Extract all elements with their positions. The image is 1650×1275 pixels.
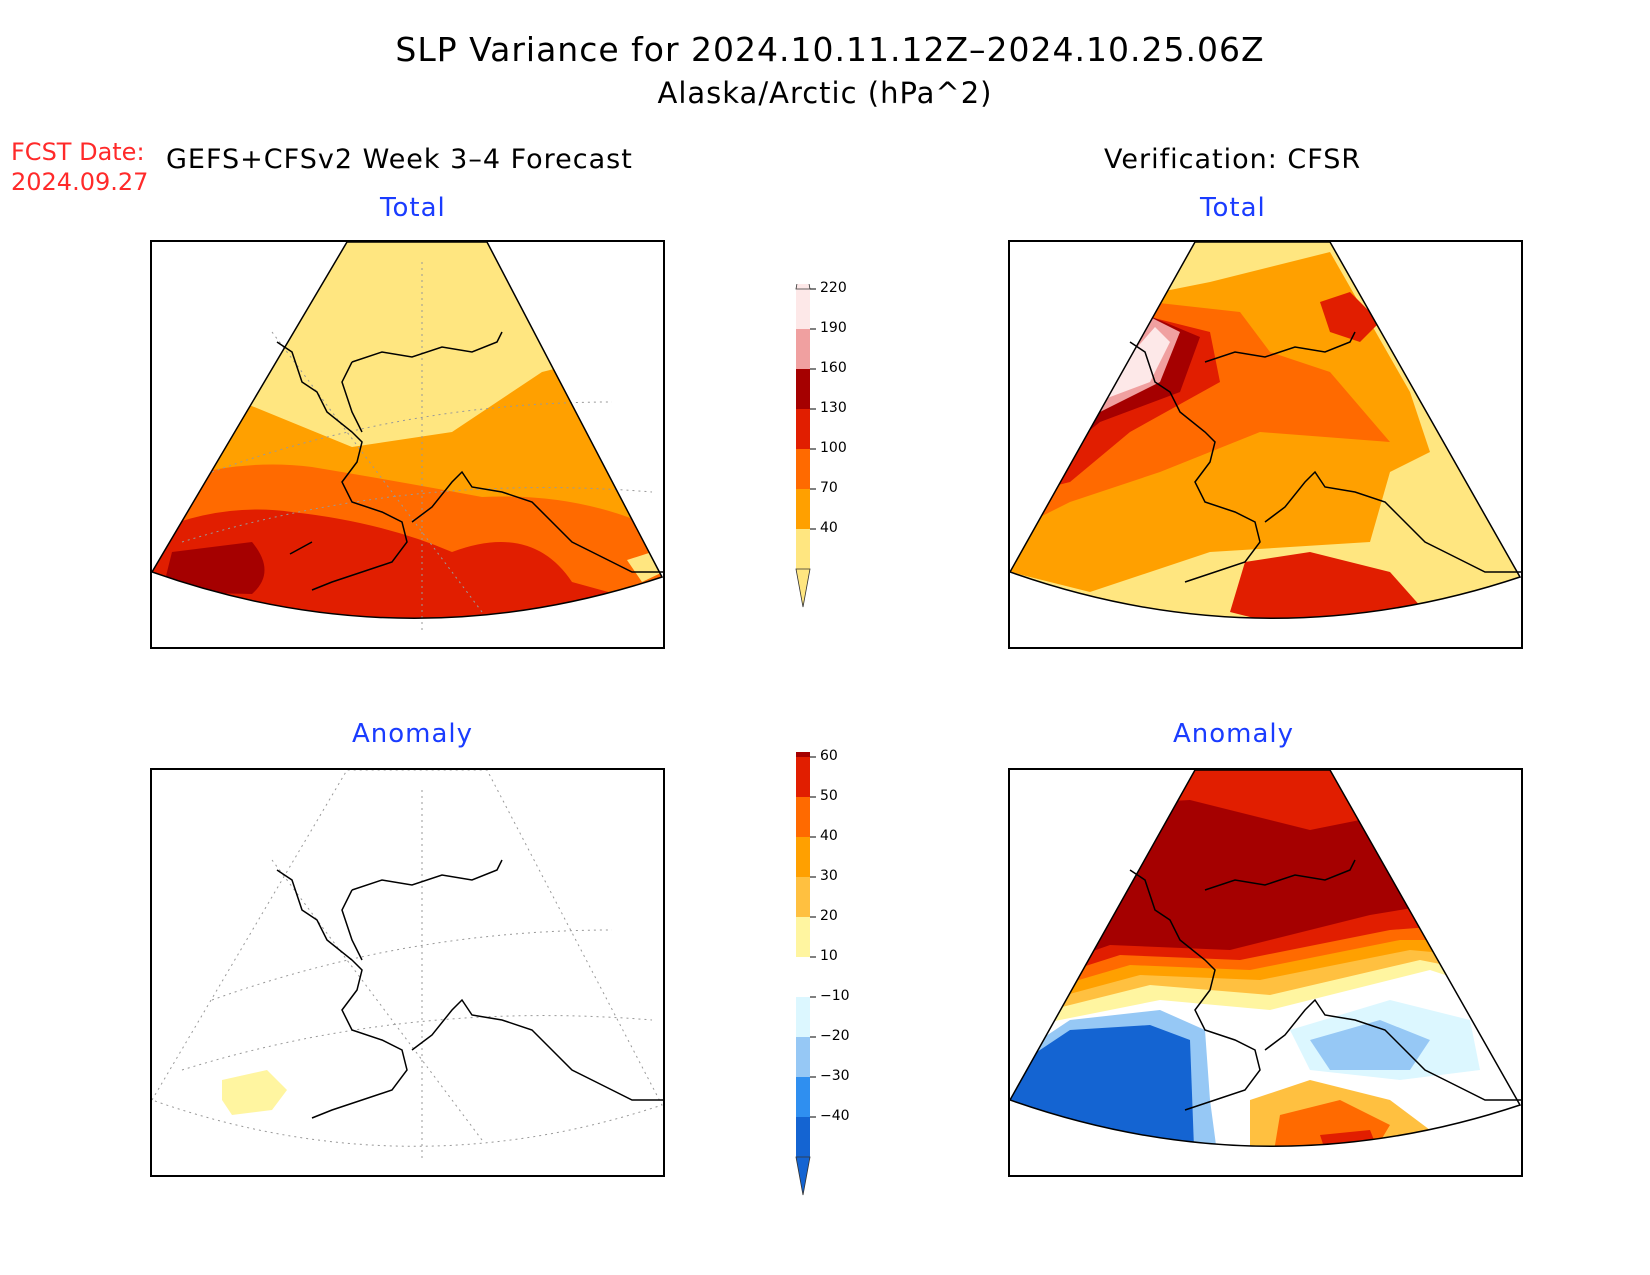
anomaly-colorbar-swatch bbox=[796, 752, 810, 757]
total-colorbar-bottom-arrow bbox=[795, 568, 811, 608]
forecast-total-map bbox=[150, 240, 665, 649]
anomaly-colorbar-label: 40 bbox=[820, 828, 838, 844]
total-colorbar-label: 190 bbox=[820, 320, 847, 336]
verification-anomaly-map bbox=[1008, 768, 1523, 1177]
total-colorbar-swatch bbox=[796, 489, 810, 529]
anomaly-colorbar-swatch bbox=[796, 877, 810, 917]
verification-total-title: Total bbox=[1200, 193, 1266, 223]
anomaly-colorbar-label: 10 bbox=[820, 948, 838, 964]
anomaly-colorbar-swatch bbox=[796, 1077, 810, 1117]
anomaly-colorbar-swatch bbox=[796, 757, 810, 797]
total-colorbar-swatch bbox=[796, 409, 810, 449]
total-colorbar-label: 100 bbox=[820, 440, 847, 456]
total-colorbar-label: 130 bbox=[820, 400, 847, 416]
anomaly-colorbar-swatch bbox=[796, 957, 810, 997]
anomaly-colorbar-label: 50 bbox=[820, 788, 838, 804]
anomaly-colorbar-swatch bbox=[796, 797, 810, 837]
forecast-total-title: Total bbox=[380, 193, 446, 223]
anomaly-colorbar: −40 −30 −20 −10 10 20 30 40 50 60 bbox=[790, 748, 870, 1197]
forecast-heading: GEFS+CFSv2 Week 3–4 Forecast bbox=[166, 144, 633, 175]
anomaly-colorbar-label: 30 bbox=[820, 868, 838, 884]
verification-total-map bbox=[1008, 240, 1523, 649]
total-colorbar-swatch bbox=[796, 289, 810, 329]
anomaly-colorbar-swatch bbox=[796, 917, 810, 957]
anomaly-colorbar-swatch bbox=[796, 997, 810, 1037]
anomaly-colorbar-label: −10 bbox=[820, 988, 850, 1004]
total-colorbar-swatch bbox=[796, 369, 810, 409]
total-colorbar-swatch bbox=[796, 529, 810, 569]
figure-title: SLP Variance for 2024.10.11.12Z–2024.10.… bbox=[395, 30, 1265, 69]
verification-heading: Verification: CFSR bbox=[1104, 144, 1362, 175]
anomaly-colorbar-swatch bbox=[796, 1037, 810, 1077]
forecast-anomaly-map bbox=[150, 768, 665, 1177]
anomaly-colorbar-label: −20 bbox=[820, 1028, 850, 1044]
forecast-date-value: 2024.09.27 bbox=[11, 168, 149, 196]
anomaly-colorbar-bottom-arrow bbox=[795, 1156, 811, 1196]
anomaly-colorbar-label: 20 bbox=[820, 908, 838, 924]
anomaly-colorbar-swatch bbox=[796, 837, 810, 877]
total-colorbar-swatch bbox=[796, 449, 810, 489]
verification-anomaly-title: Anomaly bbox=[1173, 719, 1295, 749]
anomaly-colorbar-label: −30 bbox=[820, 1068, 850, 1084]
anomaly-colorbar-label: 60 bbox=[820, 748, 838, 764]
forecast-anomaly-title: Anomaly bbox=[352, 719, 474, 749]
anomaly-colorbar-label: −40 bbox=[820, 1108, 850, 1124]
forecast-date-label: FCST Date: bbox=[11, 138, 145, 166]
figure-subtitle: Alaska/Arctic (hPa^2) bbox=[657, 76, 993, 110]
total-colorbar-label: 220 bbox=[820, 280, 847, 296]
total-colorbar-label: 160 bbox=[820, 360, 847, 376]
anomaly-colorbar-swatch bbox=[796, 1117, 810, 1157]
total-colorbar: 40 70 100 130 160 190 220 bbox=[790, 280, 870, 609]
total-colorbar-label: 70 bbox=[820, 480, 838, 496]
total-colorbar-top-arrow bbox=[795, 284, 811, 290]
total-colorbar-label: 40 bbox=[820, 520, 838, 536]
total-colorbar-swatch bbox=[796, 329, 810, 369]
